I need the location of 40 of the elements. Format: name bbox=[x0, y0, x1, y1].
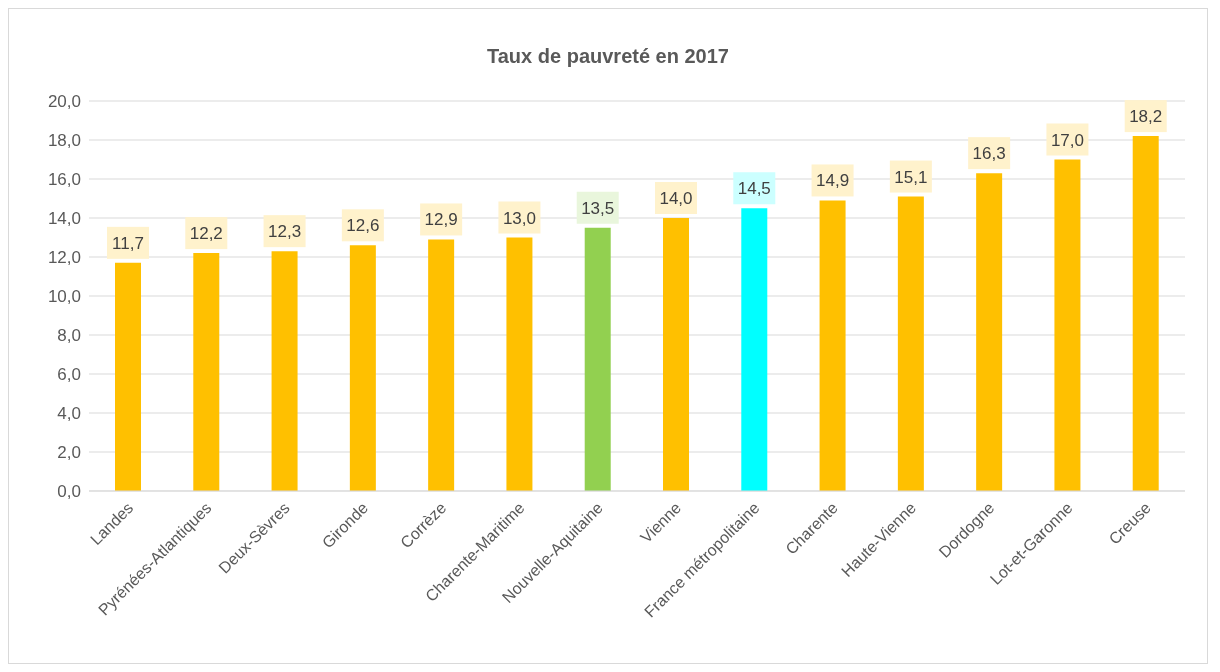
bar bbox=[1132, 136, 1159, 491]
data-label: 12,2 bbox=[189, 224, 223, 244]
bar bbox=[741, 208, 768, 491]
y-tick-label: 12,0 bbox=[47, 248, 81, 268]
y-tick-label: 8,0 bbox=[57, 326, 81, 346]
y-tick-label: 14,0 bbox=[47, 209, 81, 229]
bar bbox=[428, 239, 455, 491]
bar bbox=[897, 196, 924, 491]
data-label: 14,9 bbox=[816, 171, 850, 191]
bar bbox=[819, 200, 846, 491]
data-label: 14,5 bbox=[737, 179, 771, 199]
data-label: 12,3 bbox=[268, 222, 302, 242]
data-label: 12,9 bbox=[424, 210, 458, 230]
bar bbox=[349, 245, 376, 491]
bar bbox=[506, 237, 533, 491]
bar bbox=[663, 218, 689, 491]
y-tick-label: 10,0 bbox=[47, 287, 81, 307]
bar bbox=[193, 253, 220, 491]
bar bbox=[115, 262, 141, 491]
y-tick-label: 20,0 bbox=[47, 92, 81, 112]
y-tick-label: 6,0 bbox=[57, 365, 81, 385]
y-tick-label: 2,0 bbox=[57, 443, 81, 463]
data-label: 15,1 bbox=[894, 167, 928, 187]
y-tick-label: 16,0 bbox=[47, 170, 81, 190]
bar bbox=[584, 227, 611, 491]
data-label: 12,6 bbox=[346, 216, 380, 236]
data-label: 18,2 bbox=[1129, 107, 1163, 127]
bar bbox=[271, 251, 298, 491]
chart-title: Taux de pauvreté en 2017 bbox=[486, 45, 730, 69]
data-label: 16,3 bbox=[972, 144, 1006, 164]
y-tick-label: 18,0 bbox=[47, 131, 81, 151]
y-tick-label: 0,0 bbox=[57, 482, 81, 502]
data-label: 11,7 bbox=[112, 233, 144, 253]
data-label: 13,5 bbox=[581, 198, 615, 218]
bar bbox=[976, 173, 1003, 491]
data-label: 17,0 bbox=[1050, 130, 1084, 150]
y-tick-label: 4,0 bbox=[57, 404, 81, 424]
data-label: 14,0 bbox=[659, 189, 693, 208]
data-label: 13,0 bbox=[502, 208, 536, 228]
bar bbox=[1054, 159, 1081, 491]
